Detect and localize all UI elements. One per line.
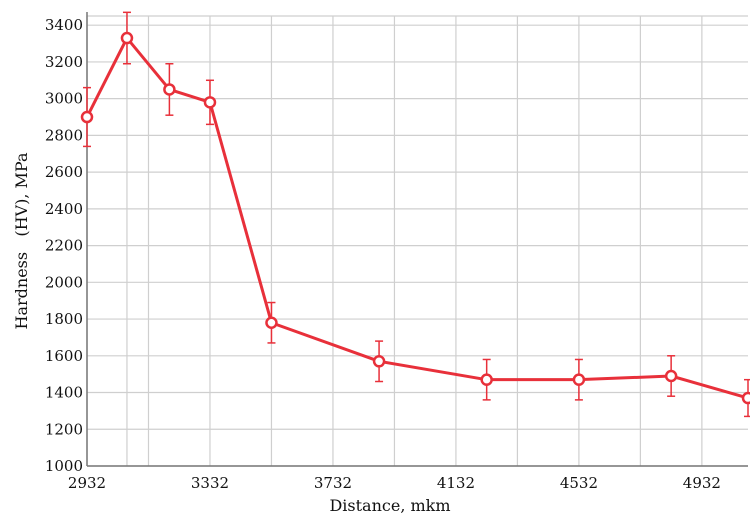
data-point (80, 110, 94, 124)
y-tick-label: 1800 (45, 310, 83, 328)
y-tick-label: 2600 (45, 163, 83, 181)
series-line (85, 36, 749, 400)
data-point (265, 316, 278, 329)
y-tick-label: 3400 (45, 16, 83, 34)
x-tick-label: 3332 (191, 474, 229, 492)
x-axis-title: Distance, mkm (329, 496, 450, 515)
grid (86, 15, 748, 467)
data-point (163, 83, 176, 96)
y-tick-label: 1600 (45, 347, 83, 365)
y-tick-label: 2800 (45, 126, 83, 144)
x-tick-label: 4532 (560, 474, 598, 492)
y-tick-label: 2400 (45, 200, 83, 218)
data-point (120, 31, 134, 45)
axes (86, 12, 748, 467)
y-tick-label: 1400 (45, 384, 83, 402)
data-series (80, 11, 750, 418)
data-point (741, 391, 750, 405)
x-tick-label: 4132 (437, 474, 475, 492)
x-tick-label: 4932 (683, 474, 721, 492)
tick-labels: 1000 1200 1400 1600 1800 2000 2200 2400 2600 2800… (45, 16, 721, 492)
data-point (480, 373, 493, 386)
x-tick-label: 3732 (314, 474, 352, 492)
data-point (372, 355, 386, 368)
y-tick-label: 2000 (45, 273, 83, 291)
x-tick-label: 2932 (68, 474, 106, 492)
data-point (664, 369, 678, 383)
y-tick-label: 1000 (45, 457, 83, 475)
y-axis-title: Hardness (HV), MPa (12, 152, 31, 329)
data-point (203, 96, 217, 109)
data-point (572, 373, 586, 386)
y-tick-label: 1200 (45, 420, 83, 438)
y-tick-label: 3000 (45, 90, 83, 108)
y-tick-label: 2200 (45, 237, 83, 255)
y-tick-label: 3200 (45, 53, 83, 71)
